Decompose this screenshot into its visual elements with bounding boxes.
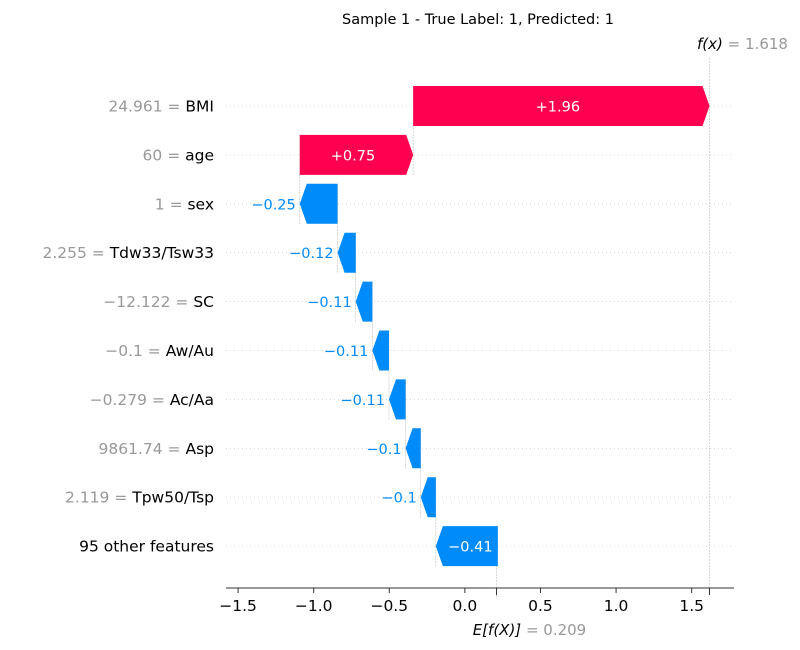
x-tick-label: −1.5 xyxy=(219,597,257,615)
bar-value-label: −0.11 xyxy=(341,393,385,409)
feature-value: −12.122 xyxy=(103,293,170,311)
base-equals: = xyxy=(526,621,543,639)
feature-name: Aw/Au xyxy=(166,342,214,360)
bar-95-other-features xyxy=(435,526,498,567)
fx-value: 1.618 xyxy=(745,35,788,53)
bar-sc xyxy=(355,281,373,322)
bar-tdw33-tsw33 xyxy=(337,232,356,273)
feature-equals: = xyxy=(163,98,186,116)
feature-name: BMI xyxy=(185,98,214,116)
x-axis: −1.5 −1.0 −0.5 0.0 0.5 1.0 1.5 xyxy=(219,587,734,615)
bar-value-label: −0.25 xyxy=(251,197,295,213)
feature-value: −0.1 xyxy=(105,342,143,360)
feature-value: 2.255 xyxy=(42,244,86,262)
bar-tpw50-tsp xyxy=(420,477,436,518)
bar-asp xyxy=(405,428,421,469)
feature-name: 95 other features xyxy=(79,538,214,556)
x-tick-label: −0.5 xyxy=(370,597,408,615)
feature-value: 24.961 xyxy=(108,98,162,116)
feature-equals: = xyxy=(163,440,186,458)
x-tick-label: 1.0 xyxy=(604,597,629,615)
bar-value-label: −0.11 xyxy=(307,295,351,311)
fx-annotation: f(x) = 1.618 xyxy=(697,35,788,53)
base-annotation: E[f(X)] = 0.209 xyxy=(473,621,587,639)
bar-value-label: −0.1 xyxy=(366,442,401,458)
feature-name: SC xyxy=(193,293,214,311)
feature-equals: = xyxy=(165,195,188,213)
bar-value-label: −0.12 xyxy=(289,246,333,262)
feature-label: 1 = sex xyxy=(155,195,214,213)
x-tick-label: −1.0 xyxy=(295,597,333,615)
feature-value: 60 xyxy=(143,146,163,164)
feature-name: Tpw50/Tsp xyxy=(131,489,214,507)
feature-name: Tdw33/Tsw33 xyxy=(109,244,214,262)
bar-value-label: +0.75 xyxy=(331,148,375,164)
feature-label: −0.279 = Ac/Aa xyxy=(90,391,214,409)
feature-label: 60 = age xyxy=(143,146,214,164)
feature-label: 9861.74 = Asp xyxy=(99,440,214,458)
bar-value-label: −0.11 xyxy=(324,344,368,360)
bars: +1.96 +0.75 −0.25 −0.12 −0.11 −0.11 −0.11 −0.1 −… xyxy=(251,86,710,567)
base-label: E[f(X)] xyxy=(473,621,522,639)
x-tick-label: 1.5 xyxy=(679,597,704,615)
feature-label: −12.122 = SC xyxy=(103,293,214,311)
x-tick-label: 0.5 xyxy=(528,597,553,615)
feature-label: 2.119 = Tpw50/Tsp xyxy=(65,489,214,507)
bar-bmi xyxy=(413,86,710,126)
feature-label: 2.255 = Tdw33/Tsw33 xyxy=(42,244,214,262)
feature-name: Ac/Aa xyxy=(170,391,214,409)
bar-value-label: −0.41 xyxy=(448,540,492,556)
feature-value: 9861.74 xyxy=(99,440,163,458)
feature-label: −0.1 = Aw/Au xyxy=(105,342,214,360)
base-value: 0.209 xyxy=(543,621,586,639)
feature-name: Asp xyxy=(185,440,214,458)
fx-equals: = xyxy=(728,35,745,53)
reference-lines xyxy=(299,58,711,598)
feature-value: 2.119 xyxy=(65,489,109,507)
bar-age xyxy=(299,134,414,175)
bar-value-label: +1.96 xyxy=(536,100,580,116)
feature-name: age xyxy=(185,146,214,164)
fx-label: f(x) xyxy=(697,35,723,53)
feature-name: sex xyxy=(187,195,214,213)
feature-value: 1 xyxy=(155,195,165,213)
bar-value-label: −0.1 xyxy=(382,491,417,507)
bar-sex xyxy=(299,183,338,224)
feature-value: −0.279 xyxy=(90,391,147,409)
feature-equals: = xyxy=(109,489,132,507)
feature-equals: = xyxy=(143,342,166,360)
feature-equals: = xyxy=(170,293,193,311)
y-labels: 24.961 = BMI 60 = age 1 = sex 2.255 = Tdw33… xyxy=(42,98,214,556)
feature-label: 95 other features xyxy=(79,538,214,556)
bar-aw-au xyxy=(372,330,389,371)
feature-label: 24.961 = BMI xyxy=(108,98,214,116)
feature-equals: = xyxy=(87,244,110,262)
x-tick-label: 0.0 xyxy=(453,597,478,615)
bar-ac-aa xyxy=(388,379,406,420)
feature-equals: = xyxy=(147,391,170,409)
chart-title: Sample 1 - True Label: 1, Predicted: 1 xyxy=(342,12,614,28)
feature-equals: = xyxy=(162,146,185,164)
